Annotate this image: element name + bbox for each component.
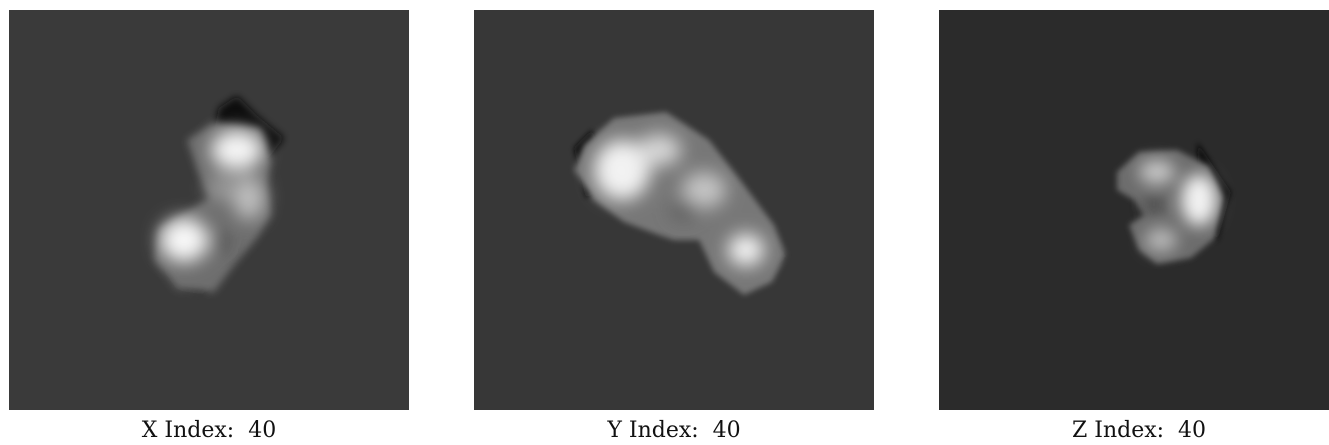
blob-highlights bbox=[594, 134, 764, 266]
caption-z: Z Index: 40 bbox=[939, 418, 1329, 444]
slice-image-x bbox=[9, 10, 409, 410]
blob-highlights bbox=[160, 130, 265, 262]
slice-panel-y bbox=[474, 10, 874, 410]
caption-z-text: Z Index: 40 bbox=[1071, 418, 1207, 443]
blob-highlights bbox=[1139, 160, 1217, 252]
caption-x: X Index: 40 bbox=[9, 418, 409, 444]
slice-image-z bbox=[939, 10, 1329, 410]
slice-panel-z bbox=[939, 10, 1329, 410]
caption-y: Y Index: 40 bbox=[474, 418, 874, 444]
caption-x-text: X Index: 40 bbox=[141, 418, 277, 443]
slice-image-y bbox=[474, 10, 874, 410]
caption-y-text: Y Index: 40 bbox=[607, 418, 741, 443]
slice-background bbox=[939, 10, 1329, 410]
slice-panel-x bbox=[9, 10, 409, 410]
